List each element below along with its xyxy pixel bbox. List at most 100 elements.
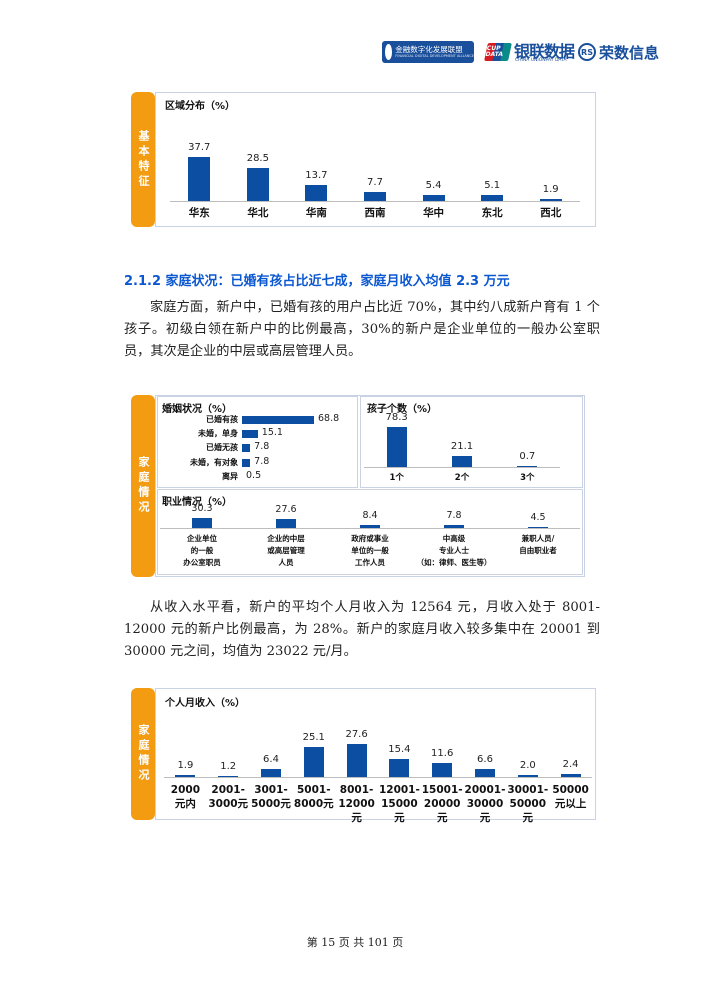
occupation-value-label: 7.8 [446,510,462,522]
cupdata-logo-subtext: CHINA UNIONPAY DATA [515,58,567,63]
income-bar [432,763,453,777]
region-bar [188,157,211,201]
marital-value-label: 7.8 [254,455,270,467]
rongshu-mark-text: RS [581,47,593,57]
income-category-label: 20001- 30000元 [464,784,506,824]
occupation-bar [276,518,296,528]
occupation-category-label: 政府或事业 单位的一般 工作人员 [351,534,389,567]
children-bar [386,427,407,467]
family-paragraph: 家庭方面，新户中，已婚有孩的用户占比近 70%，其中约八成新户育有 1 个孩子。… [124,300,600,359]
page-footer: 第 15 页 共 101 页 [306,936,404,949]
income-bar [261,769,281,777]
alliance-logo-text: 金融数字化发展联盟 [395,45,463,54]
cupdata-logo-text: 银联数据 [514,42,575,61]
alliance-logo-subtext: FINANCIAL DIGITAL DEVELOPMENT ALLIANCE [395,54,474,58]
marital-category-label: 未婚，有对象 [190,457,238,467]
region-value-label: 7.7 [367,177,383,188]
children-category-label: 3个 [520,473,535,483]
income-value-label: 1.9 [177,759,194,771]
rongshu-logo: RS 荣数信息 [578,40,659,64]
occupation-category-label: 兼职人员/ 自由职业者 [519,534,557,555]
marital-bar [242,444,251,453]
region-value-label: 5.4 [425,179,442,191]
occupation-value-label: 4.5 [530,511,546,523]
region-value-label: 28.5 [246,152,269,164]
family-chart-panel [155,395,585,577]
children-value-label: 0.7 [519,450,536,462]
occupation-bar [192,518,212,528]
occupation-bar [360,525,380,528]
chart3-side-tab: 家庭情况 [131,688,155,820]
income-category-label: 30001- 50000元 [507,784,549,824]
income-bar [517,774,538,777]
income-value-label: 25.1 [302,731,325,743]
children-category-label: 2个 [454,473,470,483]
occupation-box [157,489,583,575]
chart2-tab-label: 家庭情况 [137,456,150,516]
occupation-category-label: 企业单位 的一般 办公室职员 [183,534,221,567]
region-category-label: 西南 [364,207,386,219]
income-category-label: 50000 元以上 [552,784,589,810]
children-value-label: 21.1 [450,441,474,453]
marital-bar [242,458,251,467]
rongshu-mark-icon: RS [578,43,596,61]
occupation-chart-title: 职业情况（%） [162,497,233,508]
region-bar [481,195,504,201]
income-bar [475,769,495,777]
rongshu-logo-text: 荣数信息 [599,43,660,62]
region-chart-title: 区域分布（%） [165,101,236,112]
income-value-label: 2.0 [519,759,536,771]
marital-category-label: 已婚有孩 [206,415,238,424]
children-value-label: 78.3 [385,412,408,423]
marital-value-label: 68.8 [318,413,340,424]
alliance-logo: 金融数字化发展联盟 FINANCIAL DIGITAL DEVELOPMENT … [382,41,474,63]
chart2-side-tab: 家庭情况 [131,395,155,577]
region-category-label: 华东 [188,207,210,219]
income-category-label: 2001- 3000元 [208,784,249,810]
children-bar [452,456,472,467]
children-category-label: 1个 [389,473,404,483]
marital-box [157,396,358,488]
marital-chart-title: 婚姻状况（%） [162,404,233,415]
region-bar [364,192,386,201]
income-chart-panel [155,688,596,820]
cupdata-badge-text: CUP DATA [484,45,504,58]
region-category-label: 华北 [247,207,269,219]
marital-bar [242,416,314,424]
income-category-label: 8001- 12000元 [338,784,375,824]
occupation-bar [444,525,464,528]
region-chart-panel [155,92,596,227]
region-bar [422,194,445,201]
income-chart-title: 个人月收入（%） [165,698,246,709]
occupation-value-label: 8.4 [362,510,378,522]
occupation-value-label: 30.3 [191,503,213,514]
chart1-side-tab: 基本特征 [131,92,155,227]
occupation-baseline [160,528,580,529]
occupation-category-label: 企业的中层 或高层管理 人员 [267,534,305,567]
alliance-mark-icon [385,44,393,60]
marital-value-label: 7.8 [254,441,270,453]
income-bar [175,774,196,777]
children-chart-title: 孩子个数（%） [367,404,438,415]
income-category-label: 12001- 15000元 [378,784,420,824]
income-value-label: 1.2 [220,760,237,772]
marital-value-label: 0.5 [246,469,262,481]
region-value-label: 1.9 [542,183,559,195]
income-value-label: 27.6 [345,729,368,740]
occupation-value-label: 27.6 [275,503,297,515]
children-bar [517,465,538,467]
cupdata-logo: CUP DATA 银联数据 CHINA UNIONPAY DATA [484,40,575,64]
children-baseline [364,467,560,468]
children-box [360,396,583,488]
region-value-label: 37.7 [188,142,211,153]
income-bar [560,774,581,777]
occupation-category-label: 中高级 专业人士 （如：律师、医生等） [416,534,492,567]
income-category-label: 3001- 5000元 [251,784,291,810]
income-paragraph: 从收入水平看，新户的平均个人月收入为 12564 元，月收入处于 8001-12… [124,600,600,659]
region-bar [246,167,269,201]
marital-category-label: 未婚，单身 [198,429,238,439]
chart3-tab-label: 家庭情况 [137,724,150,784]
income-bar [303,746,324,777]
region-category-label: 西北 [540,207,562,219]
income-baseline [164,777,592,778]
